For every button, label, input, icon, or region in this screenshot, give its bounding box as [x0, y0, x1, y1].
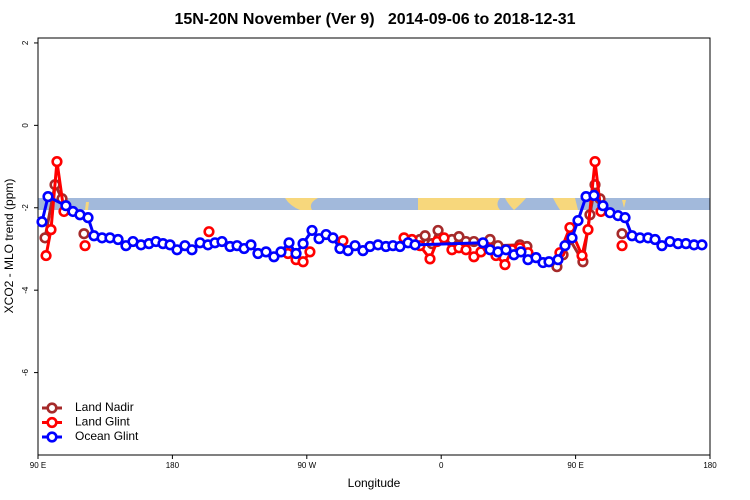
legend-marker — [46, 402, 58, 414]
legend-label: Ocean Glint — [75, 429, 139, 443]
plot-frame — [37, 37, 711, 456]
point — [696, 239, 708, 251]
point — [530, 252, 542, 264]
x-tick-label: 90 E — [30, 461, 46, 470]
legend-marker — [46, 416, 58, 429]
point — [588, 189, 600, 202]
y-tick-label: 2 — [21, 40, 30, 45]
point — [275, 246, 287, 258]
point — [112, 233, 124, 246]
point — [164, 239, 176, 251]
point — [424, 253, 436, 265]
map-strip — [38, 198, 710, 210]
point — [432, 224, 444, 237]
point — [543, 256, 555, 268]
point — [79, 240, 91, 252]
point — [616, 240, 628, 252]
point — [342, 245, 354, 257]
point — [290, 247, 302, 260]
point — [40, 249, 52, 262]
point — [297, 256, 309, 268]
point — [572, 214, 584, 227]
point — [576, 249, 588, 262]
point — [582, 224, 594, 236]
y-tick-label: 0 — [21, 123, 30, 128]
x-tick-label: 180 — [166, 461, 180, 470]
point — [349, 240, 361, 252]
point — [327, 232, 339, 244]
legend-marker — [46, 431, 58, 443]
y-tick-label: -4 — [21, 286, 30, 294]
point — [51, 156, 63, 168]
point — [616, 228, 628, 240]
point — [552, 254, 564, 266]
point — [500, 244, 512, 256]
x-axis-title: Longitude — [348, 476, 401, 490]
point — [283, 237, 295, 249]
point — [453, 231, 465, 243]
point — [649, 233, 661, 246]
point — [216, 235, 228, 248]
y-tick-label: -6 — [21, 368, 30, 376]
point — [597, 200, 609, 212]
point — [564, 221, 576, 234]
point — [268, 251, 280, 263]
point — [260, 246, 272, 258]
point — [297, 238, 309, 250]
x-tick-label: 180 — [703, 461, 717, 470]
x-tick-label: 90 E — [567, 461, 583, 470]
point — [619, 212, 631, 224]
point — [186, 244, 198, 256]
point — [304, 246, 316, 258]
point — [36, 216, 48, 228]
point — [515, 246, 527, 258]
x-tick-label: 0 — [439, 461, 444, 470]
point — [78, 228, 90, 240]
point — [566, 232, 578, 244]
point — [39, 232, 51, 244]
point — [438, 232, 450, 244]
point — [559, 240, 571, 252]
point — [499, 259, 511, 271]
legend-label: Land Nadir — [75, 400, 134, 414]
x-tick-label: 90 W — [297, 461, 316, 470]
point — [419, 230, 431, 242]
point — [245, 239, 257, 251]
chart-title: 15N-20N November (Ver 9) 2014-09-06 to 2… — [174, 11, 575, 28]
point — [45, 224, 57, 236]
y-axis-title: XCO2 - MLO trend (ppm) — [2, 179, 16, 314]
point — [60, 200, 72, 212]
point — [477, 237, 489, 249]
point — [468, 251, 480, 263]
point — [589, 156, 601, 168]
point — [460, 244, 472, 256]
y-tick-label: -2 — [21, 204, 30, 212]
point — [306, 224, 318, 237]
point — [82, 212, 94, 224]
point — [203, 226, 215, 238]
point — [409, 239, 421, 251]
legend-label: Land Glint — [75, 415, 130, 429]
point — [42, 191, 54, 203]
